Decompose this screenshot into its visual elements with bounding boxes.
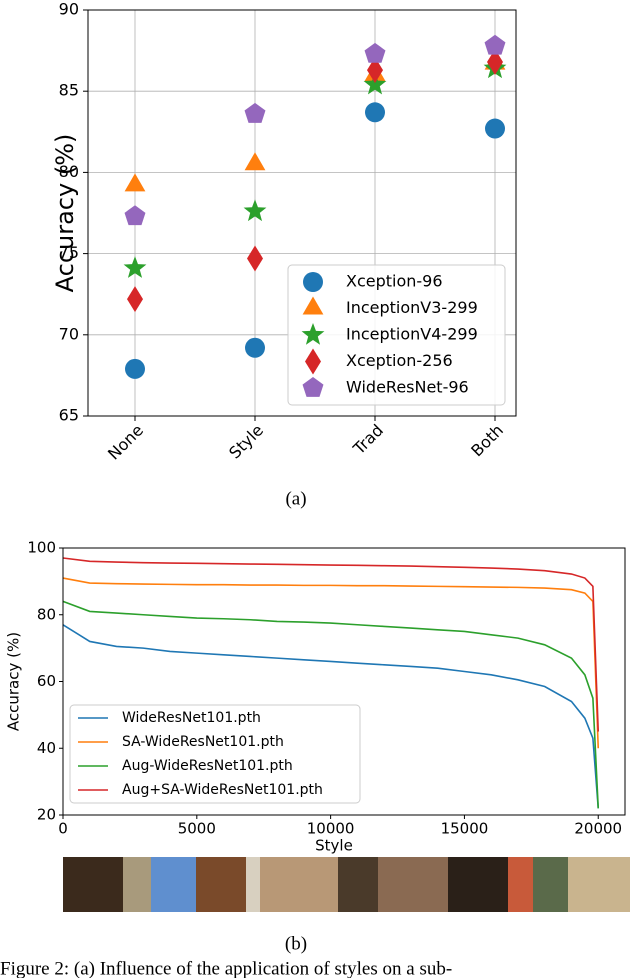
marker	[305, 348, 321, 375]
caption: Figure 2: (a) Influence of the applicati…	[0, 958, 452, 978]
marker	[124, 205, 146, 226]
plot-frame	[87, 9, 517, 417]
y-tick-label: 80	[59, 162, 79, 181]
marker	[364, 42, 386, 63]
legend-box	[287, 264, 506, 406]
legend-label: WideResNet101.pth	[122, 710, 261, 726]
marker	[125, 358, 145, 379]
marker	[244, 102, 266, 123]
y-tick-label: 85	[59, 81, 79, 100]
x-tick-label: 5000	[178, 820, 216, 838]
y-tick-label: 65	[59, 406, 79, 425]
x-tick-label: Trad	[349, 421, 387, 459]
marker	[124, 173, 146, 192]
plot-frame	[62, 547, 626, 816]
legend-label: SA-WideResNet101.pth	[122, 734, 284, 750]
y-axis-label: Accuracy (%)	[51, 134, 79, 293]
y-tick-label: 90	[59, 0, 79, 19]
marker	[367, 57, 383, 84]
marker	[247, 245, 263, 272]
y-tick-label: 100	[27, 539, 56, 557]
y-tick-label: 20	[37, 806, 56, 824]
legend-label: InceptionV4-299	[346, 325, 478, 344]
legend-label: Xception-256	[346, 351, 453, 370]
y-axis-label: Accuracy (%)	[5, 632, 23, 731]
x-tick-label: 10000	[307, 820, 355, 838]
marker	[244, 152, 266, 171]
legend-label: Xception-96	[346, 272, 443, 291]
y-tick-label: 75	[59, 243, 79, 262]
marker	[301, 323, 325, 345]
y-tick-label: 40	[37, 739, 56, 757]
marker	[245, 337, 265, 358]
legend-label: Aug+SA-WideResNet101.pth	[122, 782, 323, 798]
marker	[365, 102, 385, 123]
panel-label: (a)	[285, 488, 306, 509]
marker	[127, 286, 143, 313]
x-tick-label: 20000	[574, 820, 622, 838]
marker	[243, 199, 267, 222]
x-tick-label: Style	[225, 421, 267, 463]
marker	[484, 34, 506, 55]
x-axis-label: Style	[315, 837, 353, 855]
marker	[485, 118, 505, 139]
marker	[302, 296, 324, 315]
y-tick-label: 70	[59, 324, 79, 343]
panel-label: (b)	[285, 933, 307, 954]
y-tick-label: 80	[37, 605, 56, 623]
line	[62, 577, 600, 749]
line	[62, 600, 600, 809]
style-strip	[63, 857, 630, 912]
marker	[303, 272, 323, 292]
x-tick-label: 0	[58, 820, 68, 838]
marker	[363, 72, 387, 95]
marker	[123, 256, 147, 278]
marker	[302, 377, 324, 397]
line	[62, 624, 600, 809]
legend-label: Aug-WideResNet101.pth	[122, 758, 293, 774]
x-tick-label: 15000	[441, 820, 489, 838]
legend-label: InceptionV3-299	[346, 298, 478, 317]
x-tick-label: None	[104, 421, 147, 464]
legend-label: WideResNet-96	[346, 378, 469, 397]
line	[62, 557, 600, 732]
legend-box	[69, 704, 361, 804]
x-tick-label: Both	[467, 421, 507, 461]
y-tick-label: 60	[37, 672, 56, 690]
marker	[487, 48, 503, 75]
